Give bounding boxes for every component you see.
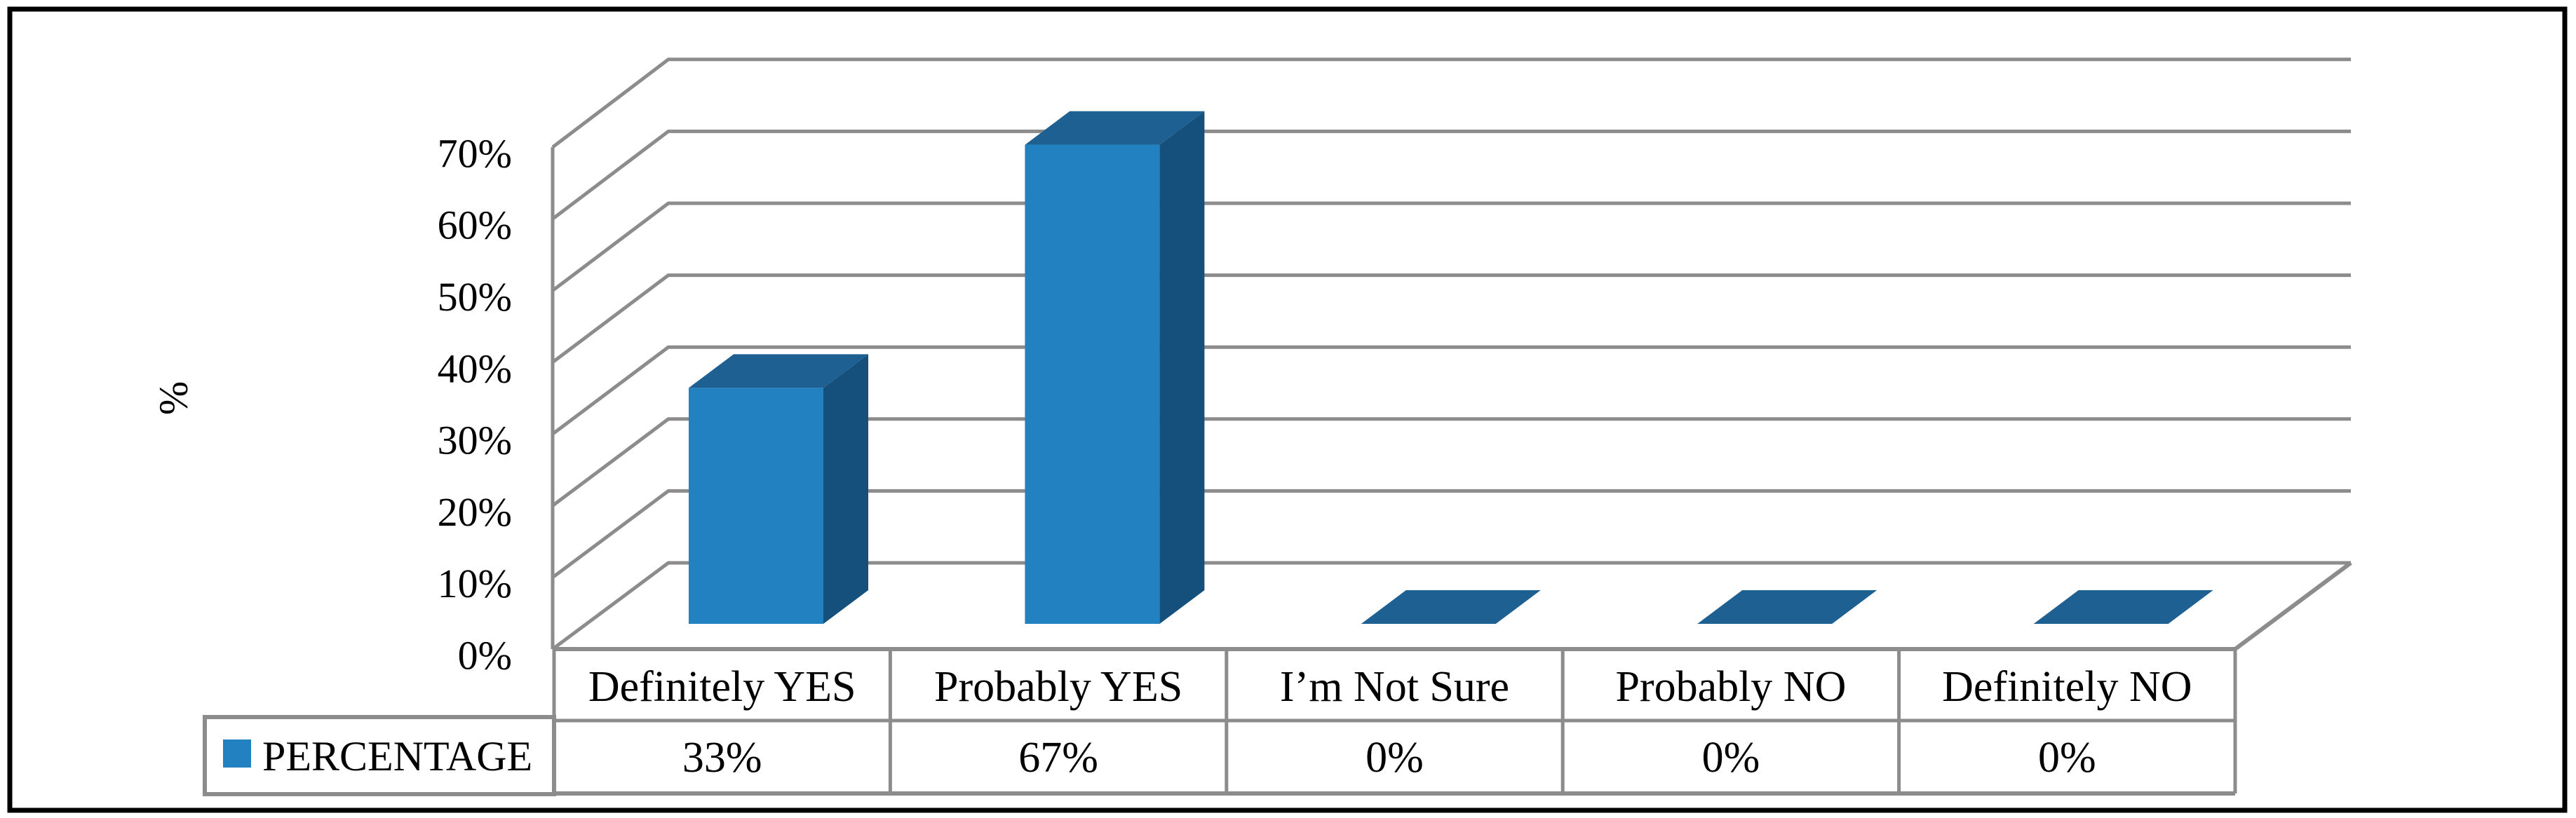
legend-series-label: PERCENTAGE xyxy=(262,733,532,779)
ytick-label: 40% xyxy=(438,346,512,391)
y-axis-title: % xyxy=(151,381,196,415)
data-table-values: 33% 67% 0% 0% 0% xyxy=(682,734,2096,782)
gridline-60% xyxy=(551,129,2351,221)
legend-marker-icon xyxy=(223,739,251,768)
bars xyxy=(689,111,2213,625)
gridline-50% xyxy=(551,201,2351,292)
gridline-0% xyxy=(551,561,2351,651)
value-cell: 33% xyxy=(682,734,762,782)
bar-side-face xyxy=(1159,111,1205,625)
category-label: Definitely YES xyxy=(588,663,856,711)
legend-box xyxy=(203,715,556,796)
bar-zero-tile xyxy=(2033,590,2213,624)
bar-front-face xyxy=(1025,144,1160,625)
bar-zero-tile xyxy=(1697,590,1877,624)
legend: PERCENTAGE xyxy=(203,715,556,796)
gridline-10% xyxy=(551,489,2351,579)
value-cell: 0% xyxy=(2038,734,2096,782)
gridline-40% xyxy=(551,273,2351,364)
gridline-30% xyxy=(551,345,2351,436)
gridline-20% xyxy=(551,417,2351,507)
category-label: Definitely NO xyxy=(1942,663,2192,711)
bar-top-face xyxy=(1025,111,1205,145)
data-table xyxy=(552,649,2237,796)
gridline-70% xyxy=(551,57,2351,149)
bar-top-face xyxy=(689,354,868,388)
value-axis-labels: 0% 10% 20% 30% 40% 50% 60% 70% xyxy=(438,130,512,678)
bar-side-face xyxy=(823,354,868,624)
category-label: Probably NO xyxy=(1615,663,1846,711)
gridlines xyxy=(551,57,2351,651)
ytick-label: 60% xyxy=(438,203,512,248)
value-cell: 0% xyxy=(1702,734,1760,782)
figure-border xyxy=(7,6,2568,813)
bar-probably-no xyxy=(1697,590,1877,624)
category-label: I’m Not Sure xyxy=(1280,663,1509,711)
bar-definitely-no xyxy=(2033,590,2213,624)
value-cell: 0% xyxy=(1365,734,1424,782)
bar-definitely-yes xyxy=(689,354,868,624)
ytick-label: 30% xyxy=(438,418,512,463)
value-cell: 67% xyxy=(1018,734,1098,782)
category-labels: Definitely YES Probably YES I’m Not Sure Pr… xyxy=(588,663,2192,711)
ytick-label: 20% xyxy=(438,489,512,535)
ytick-label: 50% xyxy=(438,274,512,320)
ytick-label: 10% xyxy=(438,561,512,606)
ytick-label: 70% xyxy=(438,130,512,176)
bar-i-m-not-sure xyxy=(1361,590,1541,624)
bar-probably-yes xyxy=(1025,111,1205,625)
category-label: Probably YES xyxy=(934,663,1182,711)
bar-zero-tile xyxy=(1361,590,1541,624)
ytick-label: 0% xyxy=(458,633,512,679)
bar-front-face xyxy=(689,388,823,624)
